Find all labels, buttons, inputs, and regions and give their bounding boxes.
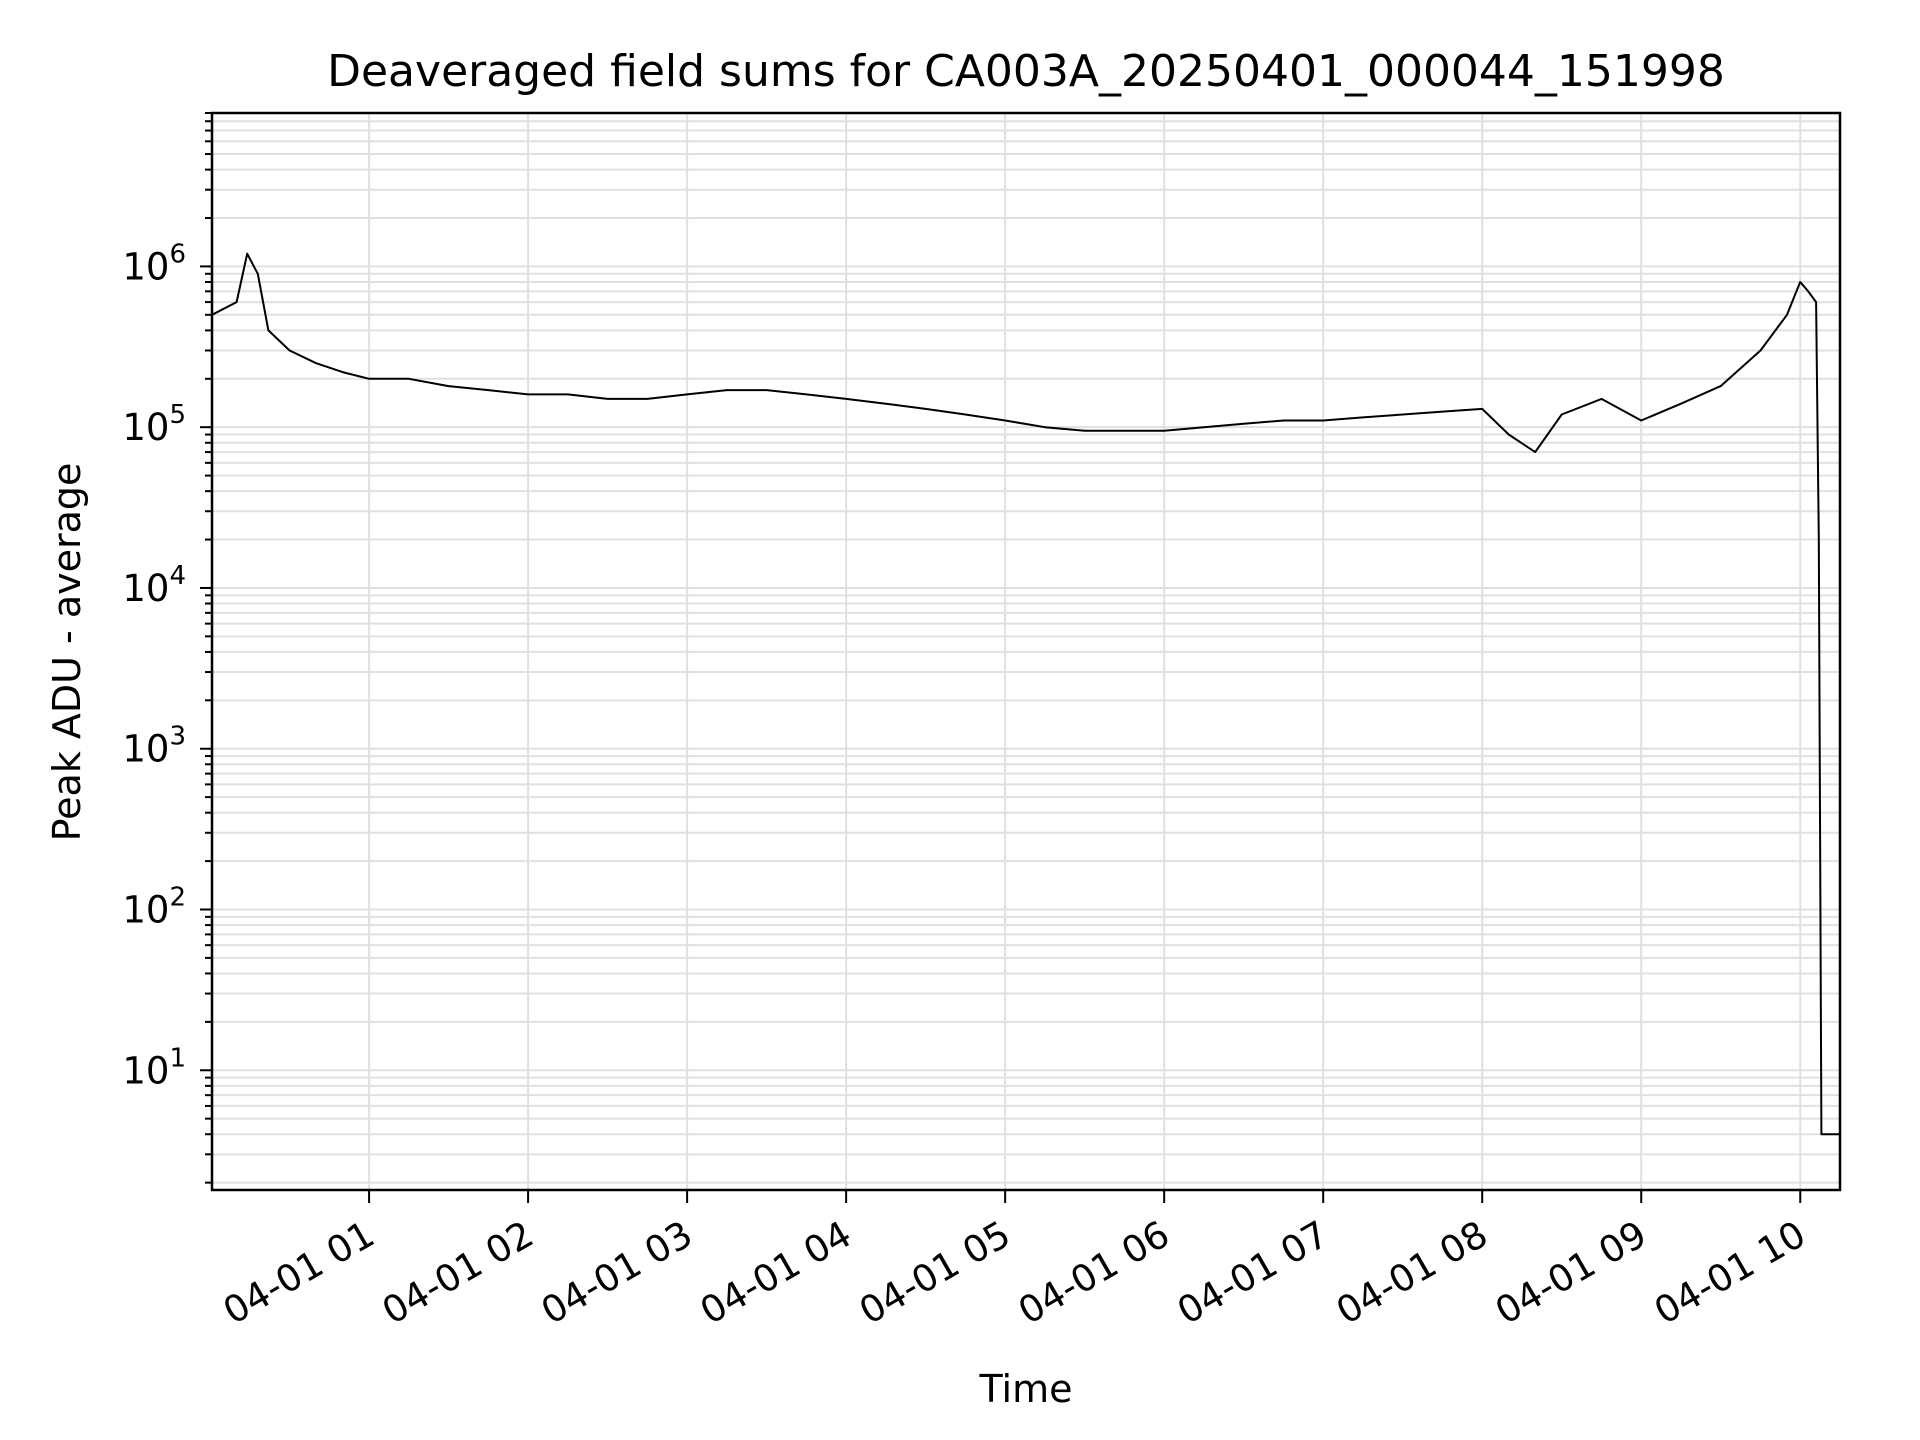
data-series-layer bbox=[211, 252, 1840, 1136]
y-tick-label: 106 bbox=[122, 239, 186, 288]
y-axis-label: Peak ADU - average bbox=[45, 463, 89, 842]
chart-title: Deaveraged field sums for CA003A_2025040… bbox=[327, 46, 1725, 97]
y-tick-label: 105 bbox=[122, 400, 186, 449]
data-series-line bbox=[211, 252, 1840, 1136]
y-tick-label: 101 bbox=[122, 1043, 186, 1092]
y-tick-label: 102 bbox=[122, 882, 186, 931]
y-tick-label: 104 bbox=[122, 561, 186, 610]
x-axis-label: Time bbox=[979, 1367, 1073, 1411]
y-tick-label: 103 bbox=[122, 722, 186, 771]
grid bbox=[212, 112, 1840, 1190]
